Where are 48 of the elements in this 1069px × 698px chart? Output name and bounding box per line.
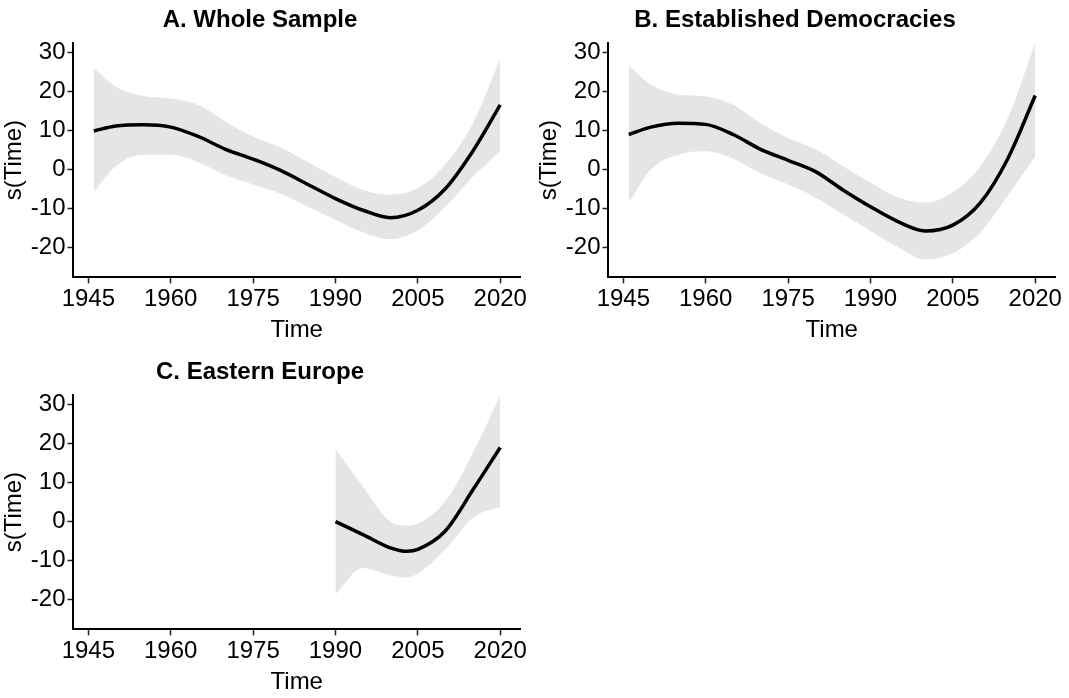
x-tick-label: 1960 — [144, 284, 198, 312]
x-tick-label: 1960 — [144, 636, 198, 664]
y-axis-title: s(Time) — [0, 119, 27, 201]
y-tick-label: -10 — [30, 545, 66, 573]
x-tick-label: 1945 — [61, 284, 116, 312]
y-tick-label: 20 — [38, 76, 66, 104]
x-tick-label: 1960 — [679, 284, 733, 312]
x-axis-title: Time — [270, 315, 323, 343]
x-axis-title: Time — [270, 667, 323, 695]
x-tick-label: 1945 — [596, 284, 651, 312]
chart-title: A. Whole Sample — [162, 5, 358, 33]
y-tick-label: -20 — [30, 584, 66, 612]
chart-title: B. Established Democracies — [634, 5, 956, 33]
line-series — [627, 93, 1037, 233]
x-tick-label: 1975 — [226, 284, 280, 312]
x-tick-label: 1945 — [61, 636, 116, 664]
chart-title: C. Eastern Europe — [155, 357, 365, 385]
y-tick-label: -10 — [30, 193, 66, 221]
x-tick-label: 1990 — [843, 284, 898, 312]
x-tick-label: 2005 — [391, 636, 445, 664]
x-tick-label: 2020 — [473, 284, 527, 312]
y-tick-label: 30 — [38, 37, 66, 65]
line-series — [92, 103, 502, 220]
y-tick-label: 30 — [573, 37, 601, 65]
line-series — [333, 445, 502, 554]
y-tick-label: 0 — [52, 154, 66, 182]
x-tick-label: 2005 — [391, 284, 445, 312]
y-tick-label: 30 — [38, 389, 66, 417]
x-tick-label: 1975 — [226, 636, 280, 664]
y-tick-label: 0 — [52, 506, 66, 534]
x-tick-label: 2020 — [1008, 284, 1062, 312]
x-tick-label: 2020 — [473, 636, 527, 664]
y-tick-label: -20 — [565, 232, 601, 260]
y-tick-label: 10 — [38, 115, 66, 143]
y-tick-label: 10 — [573, 115, 601, 143]
x-tick-label: 1975 — [761, 284, 815, 312]
y-tick-label: 0 — [587, 154, 601, 182]
x-axis-title: Time — [805, 315, 858, 343]
x-tick-label: 2005 — [926, 284, 980, 312]
x-tick-label: 1990 — [308, 636, 363, 664]
y-axis-title: s(Time) — [534, 119, 562, 201]
y-tick-label: 20 — [38, 428, 66, 456]
x-tick-label: 1990 — [308, 284, 363, 312]
y-tick-label: 20 — [573, 76, 601, 104]
y-axis-title: s(Time) — [0, 471, 27, 553]
y-tick-label: -20 — [30, 232, 66, 260]
y-tick-label: -10 — [565, 193, 601, 221]
y-tick-label: 10 — [38, 467, 66, 495]
